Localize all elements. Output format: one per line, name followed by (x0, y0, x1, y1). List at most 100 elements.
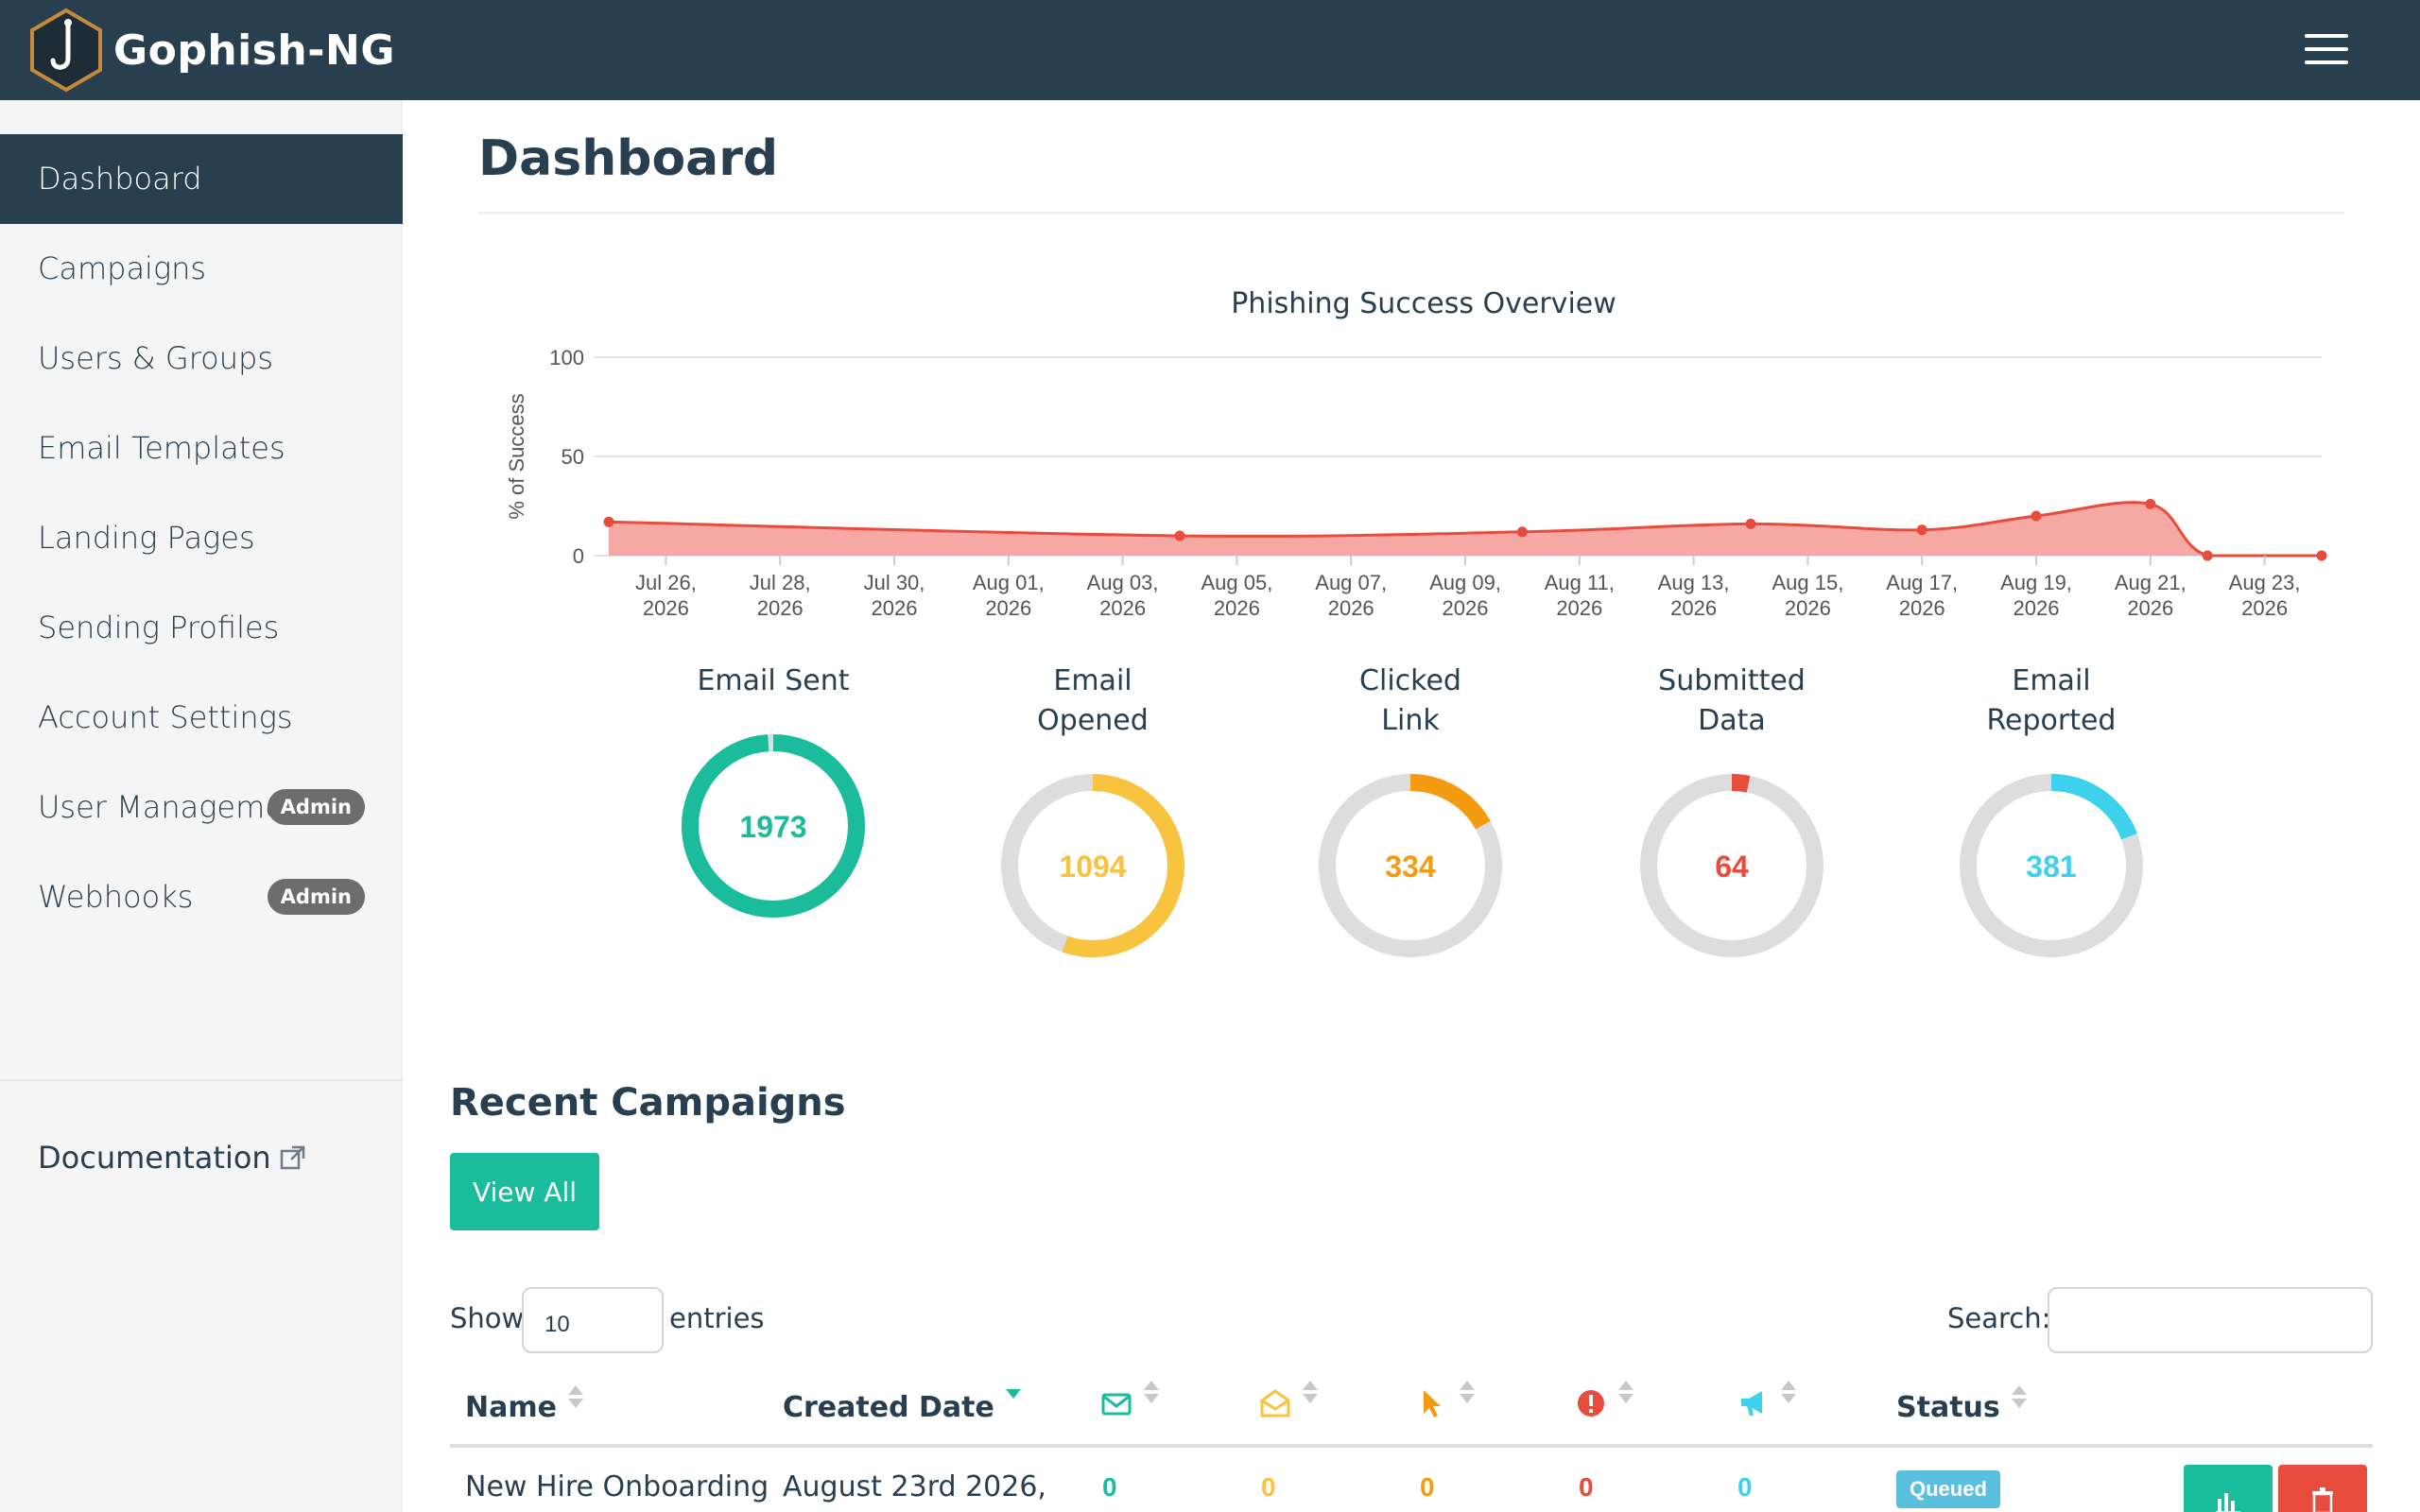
app-name: Gophish-NG (113, 26, 395, 75)
stat-label: Email Opened (960, 662, 1225, 741)
sidebar-divider (0, 1079, 403, 1081)
sidebar-item-label: Campaigns (38, 250, 207, 286)
y-tick-label: 50 (562, 445, 584, 469)
sidebar-item-email-templates[interactable]: Email Templates (0, 404, 403, 493)
chart-title: Phishing Success Overview (1231, 287, 1616, 320)
data-point (1516, 526, 1528, 538)
x-tick-label: 2026 (985, 596, 1031, 620)
stat-donut: 334 (1319, 774, 1502, 957)
column-status-label: Status (1896, 1391, 2000, 1424)
x-tick-label: 2026 (1443, 596, 1489, 620)
sort-icon (2010, 1384, 2029, 1412)
brand[interactable]: Gophish-NG (26, 8, 395, 93)
entries-select[interactable]: 10 (522, 1287, 664, 1353)
series-area (609, 502, 2322, 556)
y-axis-label: % of Success (505, 393, 528, 519)
bullhorn-icon (1741, 1391, 1762, 1416)
x-tick-label: Aug 13, (1658, 571, 1730, 594)
sidebar-item-webhooks[interactable]: Webhooks Admin (0, 852, 403, 942)
x-tick-label: Aug 15, (1772, 571, 1843, 594)
column-reported[interactable] (1737, 1381, 1798, 1419)
clicked-count: 0 (1420, 1472, 1435, 1502)
bar-chart-icon (2216, 1492, 2240, 1512)
stat-label-line: Submitted (1658, 664, 1806, 697)
stat-label-line: Email (2012, 664, 2091, 697)
x-tick-label: 2026 (2241, 596, 2288, 620)
status-badge: Queued (1896, 1470, 2000, 1508)
column-clicked[interactable] (1416, 1381, 1477, 1419)
donut-arc (1640, 774, 1824, 957)
stat-value: 1973 (739, 810, 806, 844)
x-tick-label: 2026 (2127, 596, 2173, 620)
x-tick-label: 2026 (1328, 596, 1374, 620)
sidebar-item-dashboard[interactable]: Dashboard (0, 134, 403, 224)
envelope-icon (1101, 1393, 1132, 1416)
x-tick-label: 2026 (1556, 596, 1602, 620)
stat-email-sent: Email Sent 1973 (641, 662, 906, 930)
data-point (1745, 518, 1756, 529)
x-tick-label: 2026 (1214, 596, 1260, 620)
stat-label-line: Opened (1037, 704, 1149, 737)
x-tick-label: 2026 (872, 596, 918, 620)
campaign-results-button[interactable] (2184, 1465, 2273, 1512)
search-input[interactable] (2048, 1287, 2373, 1353)
donut-arc (1001, 774, 1184, 957)
sidebar-item-label: Dashboard (38, 161, 202, 197)
table-row[interactable]: New Hire Onboarding August 23rd 2026, 0 … (450, 1452, 2373, 1512)
stat-submitted-data: Submitted Data 64 (1599, 662, 1864, 970)
column-status[interactable]: Status (1896, 1384, 2029, 1424)
column-name-label: Name (465, 1391, 557, 1424)
x-tick-label: Aug 05, (1201, 571, 1272, 594)
data-point (1174, 530, 1185, 541)
stat-label-line: Clicked (1359, 664, 1461, 697)
title-divider (478, 212, 2344, 214)
stat-donut: 1094 (1001, 774, 1184, 957)
sidebar-item-sending-profiles[interactable]: Sending Profiles (0, 583, 403, 673)
entries-label: entries (669, 1302, 765, 1334)
x-tick-label: Aug 17, (1886, 571, 1958, 594)
stat-label-line: Email (1053, 664, 1132, 697)
stat-label-line: Email Sent (697, 664, 850, 697)
x-tick-label: 2026 (1670, 596, 1717, 620)
donut-arc (682, 734, 865, 918)
sort-icon (1142, 1381, 1161, 1407)
stat-label: Email Sent (641, 662, 906, 741)
stat-value: 1094 (1059, 850, 1126, 884)
campaign-created-date: August 23rd 2026, (783, 1470, 1046, 1503)
column-opened[interactable] (1259, 1381, 1320, 1419)
column-created-date[interactable]: Created Date (783, 1388, 1023, 1424)
hook-logo-icon (30, 8, 102, 93)
x-tick-label: 2026 (2014, 596, 2060, 620)
documentation-link[interactable]: Documentation (38, 1140, 307, 1176)
sidebar-item-user-management[interactable]: User Management Admin (0, 763, 403, 852)
column-submitted[interactable] (1575, 1381, 1635, 1419)
view-all-button[interactable]: View All (450, 1153, 599, 1230)
admin-badge: Admin (267, 789, 365, 825)
column-sent[interactable] (1100, 1381, 1161, 1419)
sort-icon (1779, 1381, 1798, 1407)
delete-campaign-button[interactable] (2278, 1465, 2367, 1512)
hamburger-icon[interactable] (2305, 34, 2352, 66)
sidebar-item-users-groups[interactable]: Users & Groups (0, 314, 403, 404)
data-point (1916, 524, 1927, 536)
sidebar-item-account-settings[interactable]: Account Settings (0, 673, 403, 763)
stat-clicked-link: Clicked Link 334 (1278, 662, 1543, 970)
campaign-name[interactable]: New Hire Onboarding (465, 1470, 769, 1503)
top-navbar: Gophish-NG (0, 0, 2420, 100)
donut-arc (1319, 774, 1502, 957)
column-name[interactable]: Name (465, 1384, 585, 1424)
admin-badge: Admin (267, 879, 365, 915)
data-point (2316, 550, 2327, 561)
page-title: Dashboard (478, 130, 779, 187)
sidebar-item-campaigns[interactable]: Campaigns (0, 224, 403, 314)
stat-donut: 64 (1640, 774, 1824, 957)
exclamation-circle-icon (1578, 1390, 1604, 1417)
stat-label: Clicked Link (1278, 662, 1543, 741)
sidebar-item-landing-pages[interactable]: Landing Pages (0, 493, 403, 583)
x-tick-label: Aug 21, (2115, 571, 2187, 594)
sort-desc-icon (1004, 1385, 1023, 1412)
stat-value: 381 (2026, 850, 2076, 884)
y-tick-label: 0 (573, 544, 584, 568)
sent-count: 0 (1102, 1472, 1117, 1502)
